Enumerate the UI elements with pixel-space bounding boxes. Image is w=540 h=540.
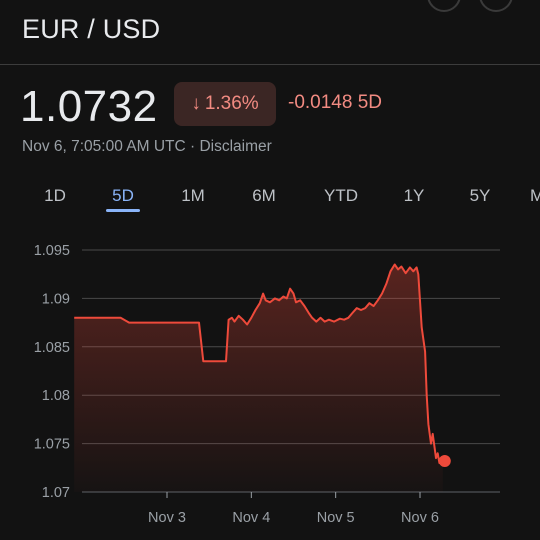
disclaimer-link[interactable]: Disclaimer <box>199 138 272 155</box>
y-tick-label: 1.09 <box>42 291 70 307</box>
current-price-marker <box>438 455 451 468</box>
absolute-change: -0.0148 5D <box>288 92 383 113</box>
x-tick-label: Nov 5 <box>317 510 355 526</box>
tab-1y[interactable]: 1Y <box>403 186 425 205</box>
currency-pair-title: EUR / USD <box>22 14 161 44</box>
header-divider <box>0 64 540 65</box>
percent-change-badge: ↓ 1.36% <box>174 82 276 126</box>
arrow-down-icon: ↓ <box>191 93 201 114</box>
timestamp-separator: · <box>185 138 200 155</box>
y-tick-label: 1.095 <box>34 243 70 259</box>
price-line <box>74 263 444 464</box>
tab-5y[interactable]: 5Y <box>469 186 491 205</box>
quote-timestamp: Nov 6, 7:05:00 AM UTC <box>22 138 186 155</box>
price-chart[interactable]: 1.095 1.09 1.085 1.08 1.075 1.07 Nov 3 Nov 4 Nov… <box>0 230 540 540</box>
x-tick-label: Nov 3 <box>148 510 186 526</box>
tab-1d[interactable]: 1D <box>44 186 66 205</box>
x-tick-label: Nov 6 <box>401 510 439 526</box>
top-action-button-left[interactable] <box>427 0 461 12</box>
y-tick-label: 1.085 <box>34 340 70 356</box>
x-tick-label: Nov 4 <box>232 510 270 526</box>
percent-change-value: 1.36% <box>204 93 259 114</box>
tab-1m[interactable]: 1M <box>181 186 205 205</box>
current-price: 1.0732 <box>20 82 158 131</box>
y-tick-label: 1.08 <box>42 388 70 404</box>
tab-5d[interactable]: 5D <box>112 186 134 205</box>
y-tick-label: 1.07 <box>42 485 70 501</box>
range-tabs: 1D 5D 1M 6M YTD 1Y 5Y M <box>0 180 540 220</box>
price-area-fill <box>74 264 443 492</box>
tab-max[interactable]: M <box>530 186 540 205</box>
active-tab-indicator <box>106 209 140 212</box>
y-tick-label: 1.075 <box>34 437 70 453</box>
quote-timestamp-line: Nov 6, 7:05:00 AM UTC · Disclaimer <box>22 138 272 156</box>
tab-6m[interactable]: 6M <box>252 186 276 205</box>
top-action-button-right[interactable] <box>479 0 513 12</box>
tab-ytd[interactable]: YTD <box>324 186 358 205</box>
